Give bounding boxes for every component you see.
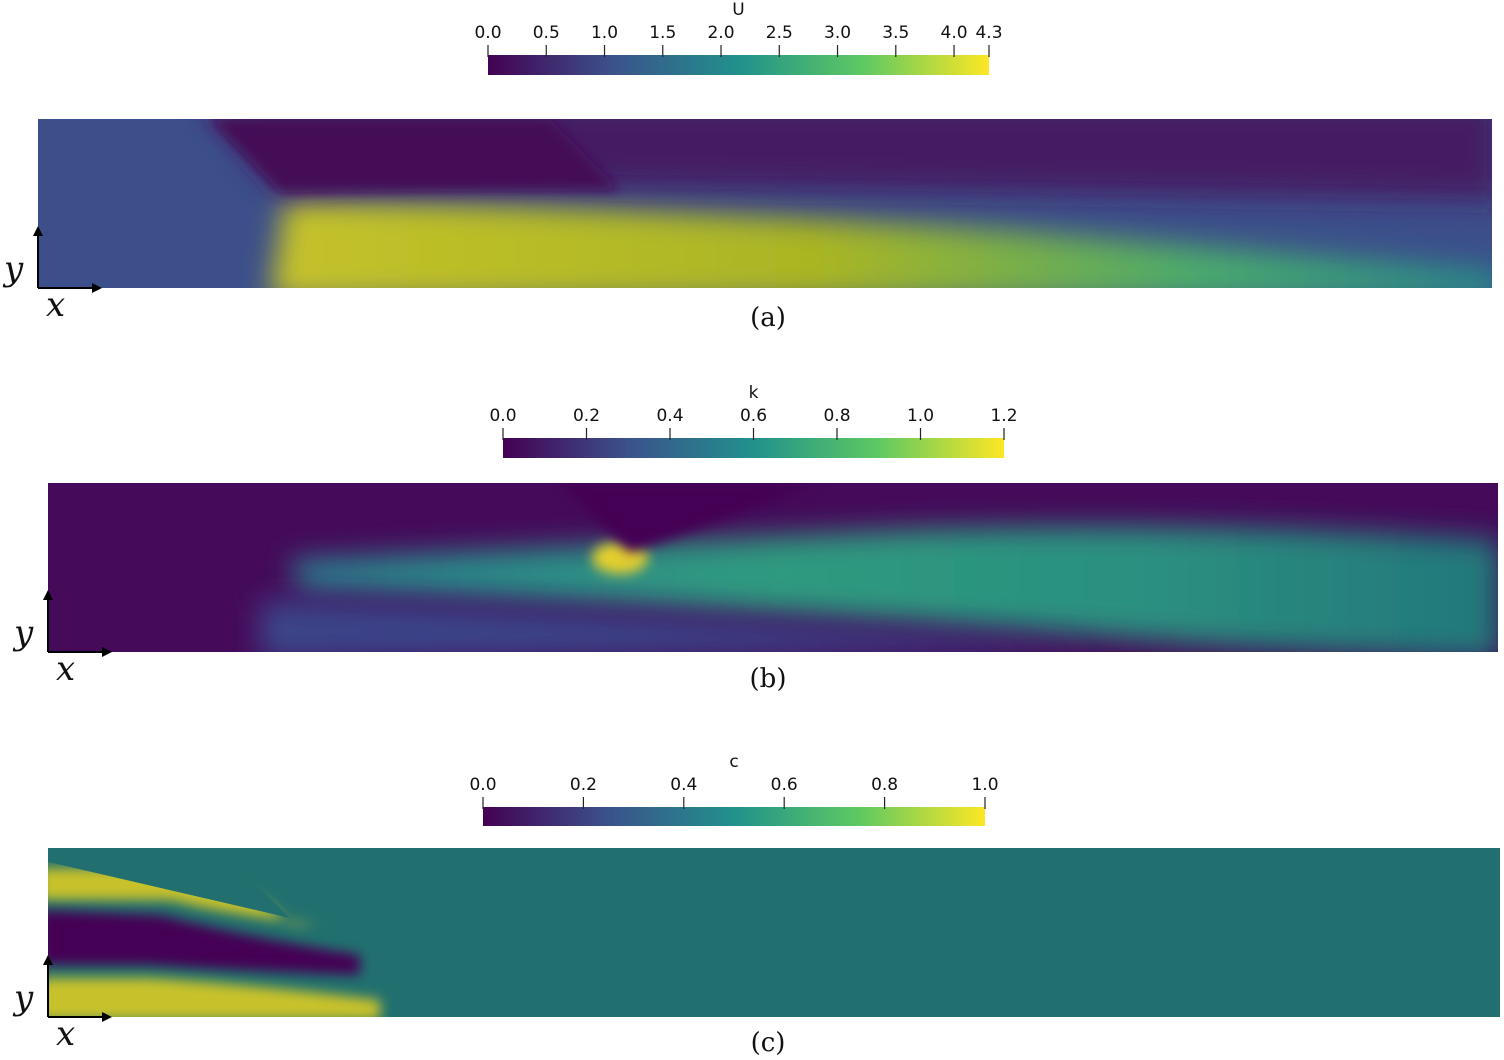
colorbar-tick-label: 0.8 [823,406,850,426]
caption: (b) [750,664,787,694]
axis-arrowhead [43,955,53,965]
field-k [48,483,1498,652]
colorbar-tick-label: 0.0 [474,23,501,43]
axis-label-x: x [46,285,65,325]
axis-arrowhead [92,283,102,293]
colorbar-tick-label: 0.4 [656,406,683,426]
colorbar [503,438,1004,458]
axis-label-y: y [12,613,34,653]
colorbar-tick-label: 4.3 [975,23,1002,43]
colorbar-tick-label: 1.5 [649,23,676,43]
colorbar-tick-label: 4.0 [941,23,968,43]
colorbar-tick-label: 1.0 [907,406,934,426]
axis-label-x: x [56,1014,75,1054]
colorbar-tick-label: 0.0 [489,406,516,426]
caption: (a) [750,303,786,333]
colorbar-tick-label: 0.2 [573,406,600,426]
colorbar-tick-label: 0.6 [771,775,798,795]
colorbar-tick-label: 2.5 [766,23,793,43]
colorbar-tick-label: 0.2 [570,775,597,795]
field-c [48,848,1500,1017]
axis-label-x: x [56,649,75,689]
colorbar-title: U [732,0,744,20]
axis-arrowhead [102,1012,112,1022]
colorbar [483,807,985,826]
caption: (c) [751,1028,786,1058]
colorbar-tick-label: 1.0 [591,23,618,43]
colorbar-tick-label: 0.0 [469,775,496,795]
colorbar-tick-label: 1.0 [971,775,998,795]
axis-label-y: y [2,249,24,289]
axis-arrowhead [43,590,53,600]
colorbar-tick-label: 0.5 [533,23,560,43]
colorbar-tick-label: 0.8 [871,775,898,795]
axis-label-y: y [12,978,34,1018]
colorbar-tick-label: 2.0 [707,23,734,43]
axis-arrowhead [33,226,43,236]
colorbar-title: c [729,752,738,772]
colorbar-tick-label: 0.4 [670,775,697,795]
colorbar-tick-label: 1.2 [990,406,1017,426]
colorbar [488,55,989,75]
axis-arrowhead [102,647,112,657]
colorbar-tick-label: 0.6 [740,406,767,426]
field-u [38,119,1492,288]
colorbar-tick-label: 3.0 [824,23,851,43]
colorbar-tick-label: 3.5 [882,23,909,43]
colorbar-title: k [749,383,759,403]
